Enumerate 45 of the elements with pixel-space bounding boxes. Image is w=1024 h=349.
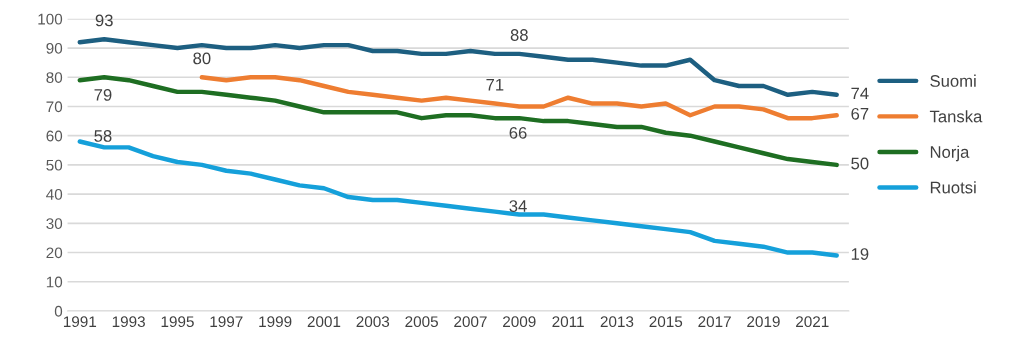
y-tick-label: 50	[46, 159, 63, 171]
y-tick-label: 10	[46, 276, 63, 288]
data-label: 34	[509, 200, 527, 212]
line-series	[77, 75, 839, 168]
y-tick-label: 80	[46, 72, 63, 83]
x-tick-label: 1991	[63, 316, 97, 328]
x-tick-label: 2019	[747, 316, 780, 328]
data-label: 80	[193, 52, 211, 65]
data-label: 71	[486, 78, 504, 91]
data-label: 19	[851, 248, 869, 260]
legend-label: Tanska	[929, 110, 983, 123]
legend-label: Ruotsi	[930, 181, 976, 194]
legend-label: Norja	[930, 145, 970, 162]
x-tick-label: 1999	[259, 316, 292, 328]
x-tick-label: 2021	[796, 316, 829, 328]
x-tick-label: 1993	[112, 316, 145, 328]
x-tick-label: 2013	[600, 316, 634, 328]
x-tick-label: 2005	[405, 316, 438, 328]
y-tick-label: 70	[46, 101, 63, 113]
data-label: 50	[851, 157, 869, 170]
data-label: 74	[851, 87, 869, 100]
data-label: 93	[95, 14, 113, 27]
data-label: 58	[94, 130, 112, 142]
x-tick-label: 2003	[356, 316, 390, 328]
y-tick-label: 20	[46, 247, 63, 259]
x-tick-label: 2015	[649, 316, 683, 328]
x-tick-label: 1995	[161, 316, 194, 328]
data-label: 67	[851, 107, 869, 120]
x-tick-label: 2007	[454, 316, 487, 328]
y-tick-label: 40	[46, 188, 63, 200]
x-tick-label: 2011	[552, 316, 584, 328]
legend-label: Suomi	[930, 74, 976, 87]
y-tick-label: 60	[46, 130, 63, 142]
data-label: 79	[94, 88, 112, 101]
y-tick-label: 30	[46, 218, 63, 230]
y-tick-label: 0	[54, 305, 63, 317]
data-label: 66	[509, 126, 527, 139]
data-label: 88	[510, 29, 528, 41]
x-tick-label: 2001	[307, 316, 341, 328]
x-tick-label: 1997	[210, 316, 243, 328]
x-tick-label: 2017	[698, 316, 731, 328]
y-tick-label: 90	[46, 42, 63, 54]
y-tick-label: 100	[38, 13, 63, 25]
x-tick-label: 2009	[503, 316, 536, 328]
line-series	[199, 75, 839, 121]
